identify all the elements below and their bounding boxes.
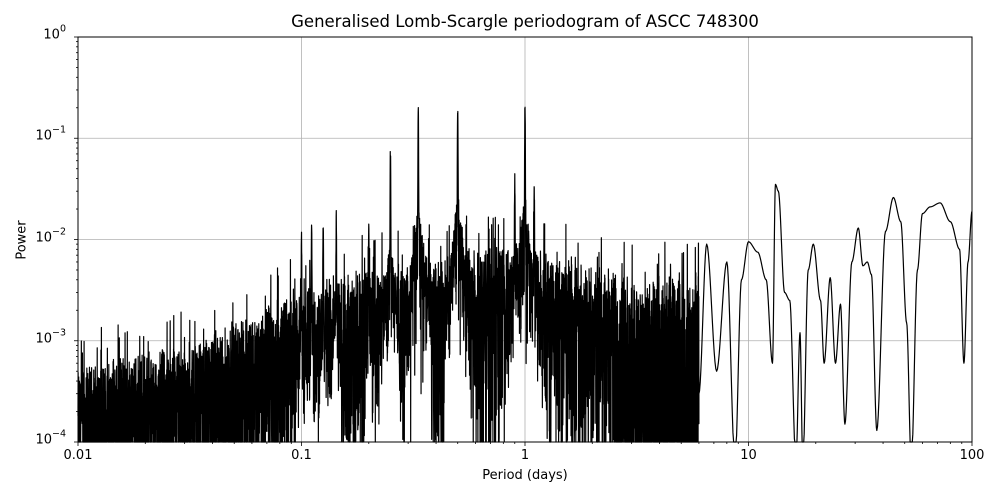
x-tick-label: 100 (959, 448, 985, 463)
y-tick-label: 10−4 (35, 428, 66, 448)
periodogram-line (77, 106, 973, 443)
y-tick-label: 10−1 (35, 124, 66, 144)
y-tick-label: 100 (43, 23, 66, 43)
x-tick-label: 10 (740, 448, 757, 463)
x-axis-label: Period (days) (482, 468, 568, 483)
chart-title: Generalised Lomb-Scargle periodogram of … (291, 12, 759, 31)
y-tick-label: 10−2 (35, 225, 66, 246)
y-tick-label: 10−3 (35, 327, 66, 347)
y-axis-label: Power (14, 220, 30, 260)
plot-axes (74, 36, 973, 446)
x-tick-label: 0.01 (63, 448, 93, 463)
x-tick-label: 1 (520, 448, 530, 463)
x-tick-label: 0.1 (291, 448, 312, 463)
